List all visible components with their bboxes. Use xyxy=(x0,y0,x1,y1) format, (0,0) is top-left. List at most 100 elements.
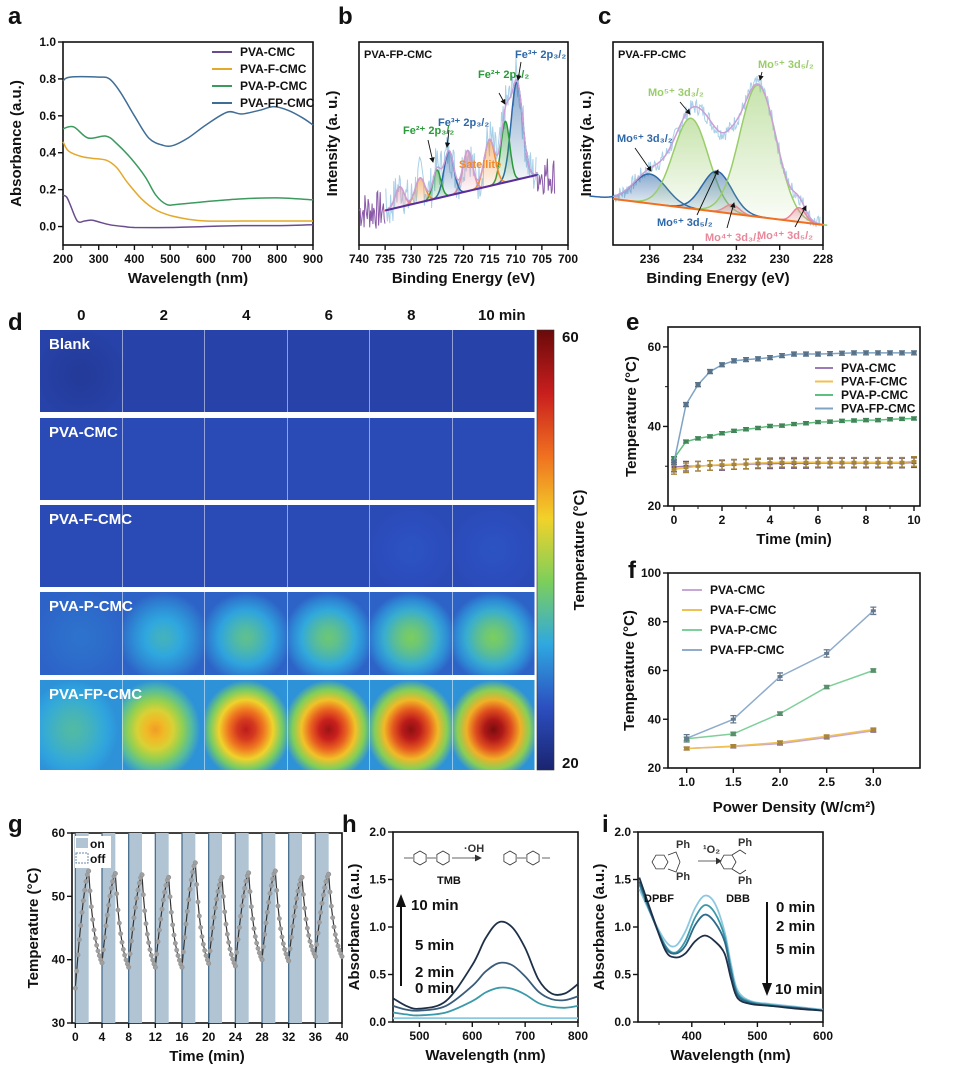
x-tick-label: 8 xyxy=(125,1030,132,1044)
data-point xyxy=(730,744,736,748)
data-point xyxy=(242,885,248,891)
scheme-reagent: ¹O₂ xyxy=(703,844,720,856)
data-point xyxy=(123,957,129,963)
component-fill xyxy=(489,121,523,187)
data-point xyxy=(94,942,100,948)
time-label: 2 min xyxy=(776,918,815,935)
data-point xyxy=(295,888,301,894)
x-tick-label: 6 xyxy=(815,513,822,527)
data-point xyxy=(75,952,81,958)
data-point xyxy=(791,352,797,356)
component-fill xyxy=(589,174,713,212)
x-tick-label: 1.0 xyxy=(678,775,695,789)
x-tick-label: 0 xyxy=(72,1030,79,1044)
data-point xyxy=(206,961,212,966)
data-point xyxy=(827,460,833,464)
y-axis-label: Temperature (°C) xyxy=(623,356,640,477)
data-point xyxy=(95,948,101,954)
data-point xyxy=(839,419,845,423)
x-tick-label: 228 xyxy=(813,252,833,266)
data-point xyxy=(87,888,93,894)
scheme-substituent: Ph xyxy=(676,839,690,851)
data-point xyxy=(146,940,152,946)
x-tick-label: 4 xyxy=(767,513,774,527)
data-point xyxy=(210,925,216,931)
data-point xyxy=(222,909,228,915)
data-point xyxy=(731,359,737,363)
data-point xyxy=(719,431,725,435)
thermal-image-cell xyxy=(205,592,287,675)
thermal-image-cell xyxy=(452,505,535,587)
thermal-image-cell xyxy=(287,418,370,500)
time-label: 5 min xyxy=(415,937,454,954)
laser-on-interval xyxy=(262,833,276,1023)
tmb-oxidation-scheme xyxy=(404,850,550,866)
data-point xyxy=(286,958,292,964)
series-line-2-min xyxy=(638,883,824,1012)
data-point xyxy=(203,953,209,958)
legend-entry: PVA-CMC xyxy=(841,361,896,375)
data-point xyxy=(719,363,725,367)
x-tick-label: 12 xyxy=(149,1030,163,1044)
panel-label-h: h xyxy=(342,811,357,838)
scheme-reagent: ·OH xyxy=(464,843,484,855)
data-point xyxy=(280,941,286,947)
thermal-image-cell xyxy=(287,330,370,412)
annotation-arrow xyxy=(794,205,807,228)
data-point xyxy=(142,908,148,914)
data-point xyxy=(80,898,86,904)
series-line-pva-p-cmc xyxy=(62,125,314,206)
data-point xyxy=(719,463,725,467)
annotation-arrow xyxy=(679,101,691,115)
plot-frame xyxy=(667,572,921,769)
annotation-arrow xyxy=(516,61,522,81)
data-point xyxy=(306,933,312,938)
data-point xyxy=(135,887,141,893)
data-point xyxy=(232,963,238,969)
data-point xyxy=(863,418,869,422)
data-point xyxy=(192,860,198,866)
data-point xyxy=(171,932,177,938)
data-point xyxy=(777,740,783,744)
data-point xyxy=(899,351,905,355)
laser-on-interval xyxy=(288,833,302,1023)
component-fill xyxy=(625,118,757,217)
sample-row-label: PVA-F-CMC xyxy=(49,511,132,528)
component-fill xyxy=(663,171,773,219)
data-point xyxy=(159,906,165,912)
x-tick-label: 200 xyxy=(53,252,73,266)
data-point xyxy=(250,916,256,922)
data-point xyxy=(116,920,122,926)
sample-label: PVA-FP-CMC xyxy=(364,49,432,61)
thermal-image-cell xyxy=(287,505,370,587)
data-point xyxy=(246,870,252,876)
sample-row-label: PVA-CMC xyxy=(49,424,118,441)
y-tick-label: 0.8 xyxy=(39,72,56,86)
series-line-10-min xyxy=(638,877,824,1012)
legend-swatch-off xyxy=(75,852,89,864)
x-tick-label: 700 xyxy=(232,252,252,266)
data-point xyxy=(187,886,193,892)
x-tick-label: 20 xyxy=(202,1030,216,1044)
carbonyl-bonds xyxy=(731,849,747,875)
panel-label-b: b xyxy=(338,3,353,30)
data-point xyxy=(152,964,158,970)
benzene-ring xyxy=(651,854,669,870)
data-point xyxy=(815,420,821,424)
data-point xyxy=(172,940,178,946)
data-point xyxy=(126,964,132,970)
data-point xyxy=(156,927,162,933)
column-header-time: 4 xyxy=(242,307,251,324)
data-point xyxy=(107,893,113,899)
y-tick-label: 0.5 xyxy=(369,968,386,982)
data-point xyxy=(119,939,125,945)
benzene-ring xyxy=(526,850,540,866)
data-point xyxy=(198,924,204,930)
thermal-row-pva-cmc: PVA-CMC xyxy=(40,418,535,500)
peak-annotation: Mo⁴⁺ 3d₅/₂ xyxy=(757,230,813,242)
y-tick-label: 1.5 xyxy=(369,873,386,887)
thermal-row-pva-f-cmc: PVA-F-CMC xyxy=(40,505,535,587)
thermal-image-cell xyxy=(122,330,205,412)
data-point xyxy=(162,889,168,895)
